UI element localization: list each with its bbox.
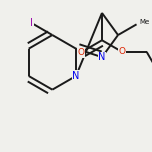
Text: N: N [98,52,106,62]
Text: N: N [72,71,80,81]
Text: I: I [30,18,33,28]
Text: Me: Me [140,19,150,25]
Text: O: O [119,47,126,56]
Text: O: O [77,48,84,57]
